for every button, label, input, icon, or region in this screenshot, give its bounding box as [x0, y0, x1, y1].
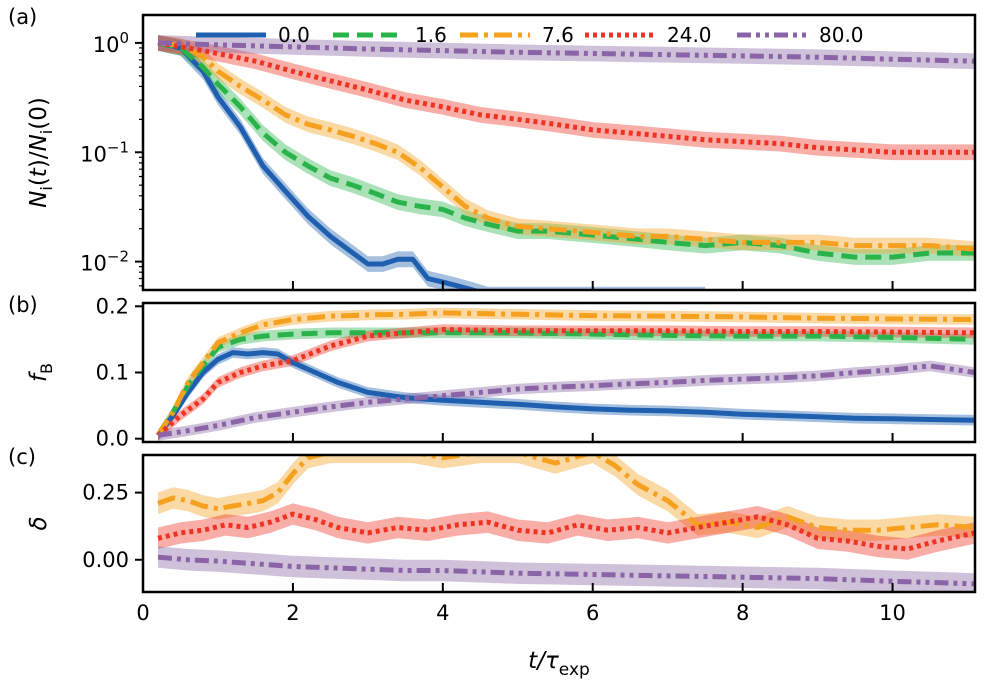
line-a-24.0 [157, 40, 975, 155]
ytick-label-b-0: 0.0 [96, 427, 129, 451]
ylabel-c: δ [26, 516, 52, 530]
ytick-label-b-1: 0.1 [96, 361, 129, 385]
panel-c-frame [141, 453, 977, 594]
xtick-label-5: 10 [879, 601, 906, 625]
line-c-80.0 [157, 554, 975, 587]
ytick-label-b-2: 0.2 [96, 294, 129, 318]
xlabel: t/τexp [528, 648, 590, 680]
ytick-label-c-0: 0.00 [82, 548, 129, 572]
xtick-label-2: 4 [436, 601, 449, 625]
line-c-7.6 [157, 455, 975, 533]
ytick-label-a-1: 10−1 [80, 138, 129, 166]
axis-labels: (a) Ni(t)/Ni(0) (b) fB (c) δ 0 2 4 6 8 10 t/τexp [8, 5, 906, 680]
line-b-0.0 [156, 350, 975, 437]
legend-label-1.6: 1.6 [415, 23, 447, 47]
line-b-24.0 [156, 327, 975, 438]
line-a-7.6 [157, 40, 975, 252]
panel-label-a: (a) [8, 5, 37, 29]
panel-c-lines [157, 455, 975, 587]
ytick-label-a-2: 10−2 [80, 248, 129, 276]
legend-label-24.0: 24.0 [667, 23, 712, 47]
panel-b-lines [155, 310, 975, 438]
band-b-80.0 [158, 360, 975, 441]
ylabel-b: fB [26, 363, 56, 382]
band-c-80.0 [158, 546, 975, 592]
panel-a-lines [157, 40, 975, 290]
line-b-80.0 [157, 363, 975, 438]
ytick-label-c-1: 0.25 [82, 481, 129, 505]
line-c-24.0 [157, 511, 975, 552]
ylabel-a: Ni(t)/Ni(0) [26, 97, 56, 208]
ytick-label-a-0: 100 [93, 29, 129, 57]
series-lines [155, 40, 975, 587]
xtick-label-4: 8 [736, 601, 749, 625]
line-a-80.0 [157, 40, 975, 64]
band-c-24.0 [158, 503, 975, 560]
line-a-0.0 [157, 40, 482, 290]
legend-label-80.0: 80.0 [819, 23, 864, 47]
line-b-7.6 [155, 310, 975, 437]
legend-label-0.0: 0.0 [278, 23, 310, 47]
legend-label-7.6: 7.6 [542, 23, 574, 47]
xtick-label-1: 2 [286, 601, 299, 625]
xtick-label-0: 0 [136, 601, 149, 625]
panel-label-b: (b) [8, 293, 38, 317]
band-a-24.0 [158, 35, 975, 161]
panel-label-c: (c) [8, 445, 36, 469]
line-a-1.6 [157, 40, 975, 260]
xtick-label-3: 6 [586, 601, 599, 625]
axes: 100 10−1 10−2 0.0 0.1 0.2 0.00 0.25 [80, 13, 977, 594]
legend: 0.0 1.6 7.6 24.0 80.0 [196, 23, 864, 47]
